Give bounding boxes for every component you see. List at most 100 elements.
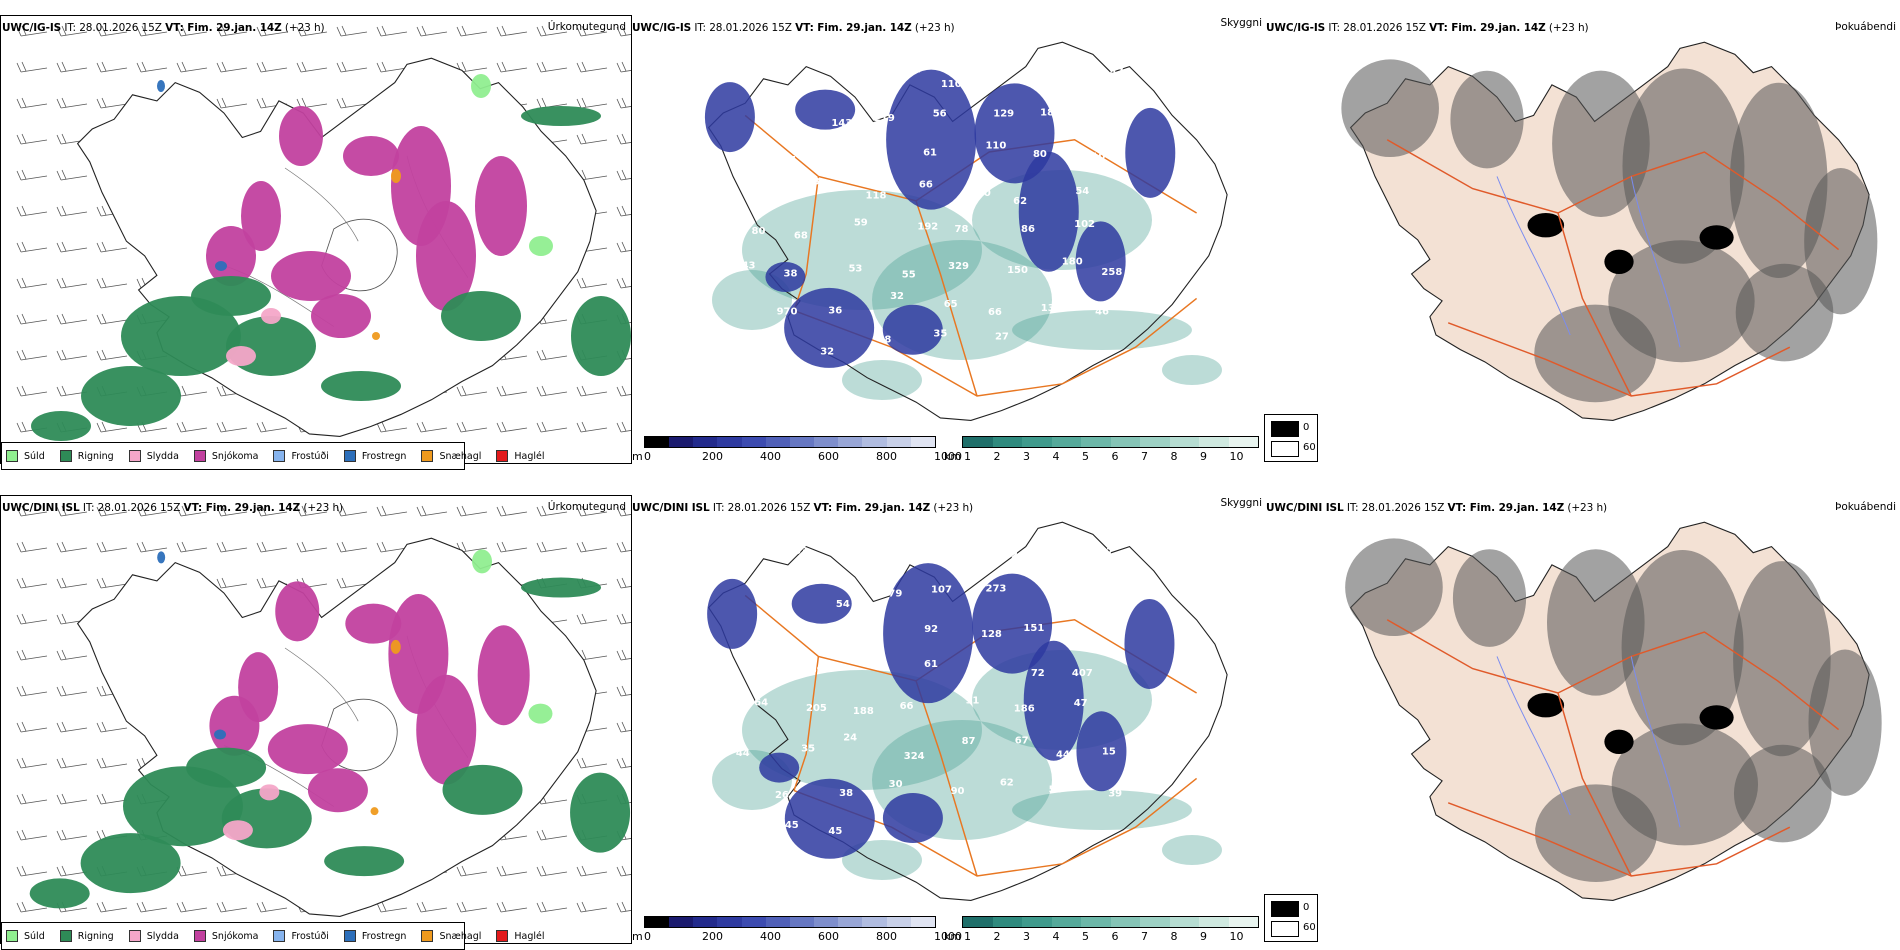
wind-barb [56, 541, 88, 553]
fog-core [1699, 705, 1734, 730]
fog-area [1804, 168, 1878, 315]
precip-area [571, 296, 631, 376]
precip-area [321, 371, 401, 401]
wind-barb [296, 505, 328, 517]
value-label: 124 [900, 64, 921, 75]
value-label: 86 [1021, 224, 1035, 235]
wind-barb [576, 757, 608, 769]
wind-barb [256, 61, 288, 73]
precip-area [226, 316, 316, 376]
wind-barb [336, 505, 368, 517]
legend-item: Súld [6, 450, 45, 462]
value-label: 128 [981, 629, 1002, 640]
value-label: 68 [758, 192, 772, 203]
wind-barb [536, 505, 568, 517]
wind-barb [376, 901, 408, 913]
wind-barb [616, 505, 631, 517]
wind-barb [96, 313, 128, 325]
precip-type-map [0, 15, 632, 464]
legend-swatch [193, 930, 206, 942]
wind-barb [16, 901, 48, 913]
value-label: 61 [923, 148, 937, 159]
value-label: 66 [919, 179, 933, 190]
wind-barb [576, 901, 608, 913]
wind-barb [576, 541, 608, 553]
value-label: 57 [831, 66, 845, 77]
value-label: 129 [993, 109, 1014, 120]
wind-barb [16, 757, 48, 769]
wind-barb [496, 541, 528, 553]
wind-barb [616, 613, 631, 625]
fog-core [1527, 693, 1565, 718]
precip-type-panel-top: UWC/IG-IS IT: 28.01.2026 15Z VT: Fim. 29… [0, 0, 632, 470]
precip-area [215, 261, 227, 271]
wind-barb [16, 133, 48, 145]
visibility-colorbar-swatches [962, 916, 1259, 928]
wind-barb [96, 241, 128, 253]
wind-barb [176, 541, 208, 553]
wind-barb [256, 25, 288, 37]
value-label: 65 [944, 299, 958, 310]
fog-area [1729, 82, 1828, 279]
wind-barb [216, 61, 248, 73]
precip-area [391, 169, 401, 183]
wind-barb [296, 25, 328, 37]
wind-barb [256, 421, 288, 433]
wind-barb [56, 793, 88, 805]
fog-core [1527, 213, 1565, 238]
value-label: 46 [1095, 307, 1109, 318]
wind-barb [96, 793, 128, 805]
snow-depth-area [1076, 711, 1127, 792]
wind-barb [376, 541, 408, 553]
value-label: 26 [775, 790, 789, 801]
snow-depth-area [1023, 640, 1084, 761]
wind-barb [56, 721, 88, 733]
wind-barb [416, 901, 448, 913]
wind-barb [16, 829, 48, 841]
wind-barb [96, 577, 128, 589]
iceland-outline [1345, 521, 1882, 901]
value-label: 80 [752, 226, 766, 237]
legend-swatch [343, 450, 356, 462]
wind-barb [576, 421, 608, 433]
legend-swatch [59, 930, 72, 942]
snow-depth-area [795, 89, 856, 130]
panel-title: Þokuábendi [1835, 21, 1896, 33]
precip-area [477, 625, 530, 726]
wind-barb [56, 865, 88, 877]
value-label: 324 [904, 751, 925, 762]
wind-barb [96, 505, 128, 517]
wind-barb [536, 865, 568, 877]
precip-area [471, 74, 491, 98]
visibility-tick: 4 [1052, 930, 1060, 943]
wind-barb [216, 505, 248, 517]
fog-area [1733, 744, 1832, 843]
value-label: 47 [1074, 698, 1088, 709]
panel-title: Skyggni [1220, 17, 1263, 29]
value-label: 30 [889, 779, 903, 790]
precip-area [206, 226, 256, 286]
wind-barb [136, 901, 168, 913]
wind-barb [16, 385, 48, 397]
legend-item: Snjókoma [193, 930, 258, 942]
value-label: 87 [866, 625, 880, 636]
wind-barb [56, 349, 88, 361]
elevation-tick: 800 [876, 450, 897, 463]
wind-barb [16, 613, 48, 625]
elevation-unit: m [632, 450, 643, 463]
wind-barb [616, 541, 631, 553]
wind-barb [616, 241, 631, 253]
visibility-tick: 10 [1229, 450, 1244, 463]
fog-legend: 0 60 [1264, 414, 1318, 462]
precip-area [275, 581, 320, 642]
elevation-colorbar: m 0 200 400 600 800 1000 [632, 916, 962, 943]
wind-barb [616, 421, 631, 433]
precip-area [345, 603, 402, 644]
fog-panel-top: UWC/IG-IS IT: 28.01.2026 15Z VT: Fim. 29… [1264, 0, 1900, 470]
value-label: 118 [866, 190, 887, 201]
snow-depth-area [1124, 598, 1175, 689]
snow-depth-area [704, 82, 755, 153]
visibility-colorbar: km 1 2 3 4 5 6 7 8 9 10 [944, 916, 1264, 943]
legend-label: Snæhagl [439, 930, 482, 942]
value-label: 51 [767, 345, 781, 356]
